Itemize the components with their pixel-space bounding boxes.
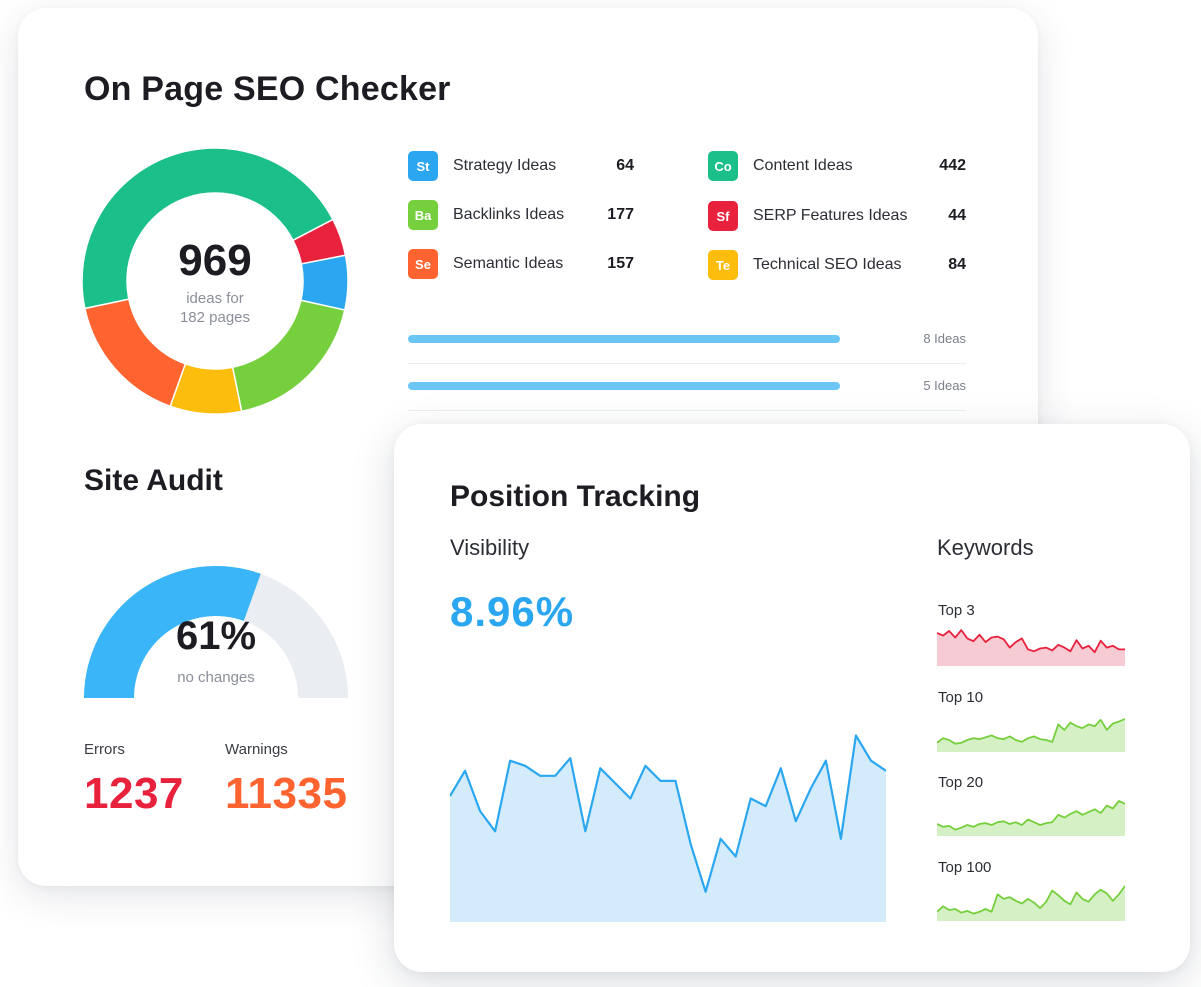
ideas-bar — [408, 335, 840, 343]
sparkline-area — [937, 630, 1125, 666]
legend-label: Technical SEO Ideas — [753, 256, 902, 273]
warnings-label: Warnings — [225, 741, 288, 758]
site-health-gauge — [84, 566, 348, 698]
kw-sparkline-top10 — [937, 718, 1125, 752]
kw-sparkline-top3 — [937, 629, 1125, 666]
ideas-bar-label: 8 Ideas — [923, 331, 966, 346]
legend-value: 64 — [616, 157, 634, 174]
ideas-subtitle: ideas for 182 pages — [115, 289, 315, 327]
legend-value: 44 — [948, 207, 966, 224]
kw-sparkline-top100 — [937, 885, 1125, 921]
legend-value: 177 — [607, 206, 634, 223]
legend-item-content[interactable]: Co Content Ideas — [708, 151, 853, 181]
row-divider — [408, 410, 966, 411]
legend-value: 442 — [939, 157, 966, 174]
serp-features-badge-icon: Sf — [708, 201, 738, 231]
sparkline-line — [937, 629, 1125, 654]
strategy-badge-icon: St — [408, 151, 438, 181]
ideas-bar-label: 5 Ideas — [923, 378, 966, 393]
technical-seo-badge-icon: Te — [708, 250, 738, 280]
position-tracking-card: Position Tracking Visibility 8.96% Keywo… — [394, 424, 1190, 972]
legend-label: SERP Features Ideas — [753, 207, 908, 224]
sparkline-area — [937, 886, 1125, 921]
ideas-bar-row[interactable]: 5 Ideas — [408, 366, 966, 412]
content-badge-icon: Co — [708, 151, 738, 181]
keywords-label: Keywords — [937, 535, 1034, 560]
visibility-value: 8.96% — [450, 588, 575, 635]
backlinks-badge-icon: Ba — [408, 200, 438, 230]
sparkline-line — [937, 800, 1125, 831]
ideas-bar-row[interactable]: 8 Ideas — [408, 319, 966, 365]
sparkline-line — [937, 885, 1125, 915]
gauge-fill — [84, 566, 261, 698]
ideas-donut-chart — [81, 147, 349, 415]
errors-value[interactable]: 1237 — [84, 769, 184, 818]
legend-item-backlinks[interactable]: Ba Backlinks Ideas — [408, 200, 564, 230]
errors-label: Errors — [84, 741, 125, 758]
kw-label-top3: Top 3 — [938, 602, 975, 619]
legend-label: Content Ideas — [753, 157, 853, 174]
site-health-status: no changes — [177, 669, 255, 686]
ideas-total: 969 — [178, 236, 252, 285]
ideas-bar — [408, 382, 840, 390]
sparkline-area — [937, 801, 1125, 836]
position-tracking-title: Position Tracking — [450, 480, 701, 513]
warnings-value[interactable]: 11335 — [225, 769, 348, 818]
legend-item-semantic[interactable]: Se Semantic Ideas — [408, 249, 563, 279]
legend-item-strategy[interactable]: St Strategy Ideas — [408, 151, 556, 181]
kw-label-top20: Top 20 — [938, 774, 984, 791]
donut-segment[interactable] — [83, 298, 187, 408]
legend-item-technical-seo[interactable]: Te Technical SEO Ideas — [708, 250, 902, 280]
site-audit-title: Site Audit — [84, 464, 223, 497]
seo-checker-title: On Page SEO Checker — [84, 70, 451, 108]
ideas-subtitle-line2: 182 pages — [179, 309, 251, 326]
site-health-percent: 61% — [175, 614, 257, 658]
visibility-area-chart — [450, 734, 886, 922]
ideas-subtitle-line1: ideas for — [186, 290, 244, 307]
legend-value: 157 — [607, 255, 634, 272]
legend-label: Strategy Ideas — [453, 157, 557, 174]
sparkline-line — [937, 718, 1125, 745]
visibility-label: Visibility — [450, 535, 530, 560]
legend-item-serp-features[interactable]: Sf SERP Features Ideas — [708, 201, 907, 231]
legend-label: Semantic Ideas — [453, 255, 564, 272]
kw-sparkline-top20 — [937, 800, 1125, 836]
donut-segment[interactable] — [81, 147, 334, 310]
legend-value: 84 — [948, 256, 966, 273]
legend-label: Backlinks Ideas — [453, 206, 565, 223]
kw-label-top100: Top 100 — [938, 859, 992, 876]
kw-label-top10: Top 10 — [938, 689, 984, 706]
visibility-line — [450, 734, 886, 893]
row-divider — [408, 363, 966, 364]
visibility-area — [450, 735, 886, 922]
semantic-badge-icon: Se — [408, 249, 438, 279]
